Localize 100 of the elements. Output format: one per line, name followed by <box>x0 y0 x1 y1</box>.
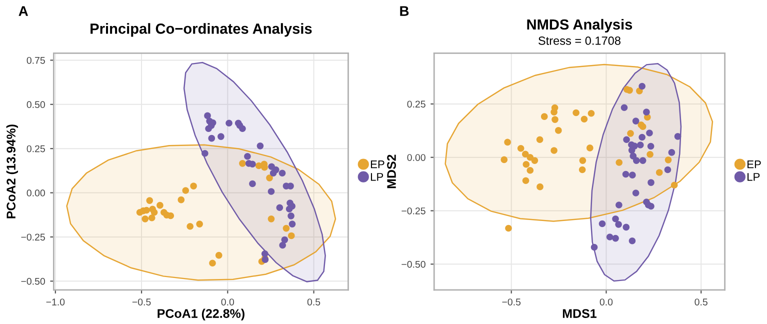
point <box>674 133 682 140</box>
y-tick-label: 0.00 <box>26 190 45 196</box>
point <box>500 156 508 164</box>
point <box>638 82 646 90</box>
point <box>504 138 511 146</box>
point <box>612 234 619 242</box>
x-tick-label: −0.5 <box>132 298 151 306</box>
point <box>636 142 644 148</box>
x-tick-label: −1.0 <box>46 298 65 306</box>
point <box>522 177 530 184</box>
point <box>580 116 588 123</box>
point <box>268 216 275 222</box>
point <box>628 146 636 154</box>
point <box>648 179 654 186</box>
point <box>590 244 598 251</box>
point <box>598 220 606 228</box>
point <box>146 197 154 204</box>
point <box>632 157 640 164</box>
point <box>555 127 562 134</box>
text: A <box>18 6 28 16</box>
point <box>668 149 676 156</box>
point <box>279 242 286 249</box>
point <box>531 157 538 164</box>
point <box>540 113 548 120</box>
point <box>282 224 290 232</box>
point <box>588 110 595 117</box>
point <box>552 116 558 123</box>
point <box>664 166 672 174</box>
point <box>622 170 630 178</box>
point <box>249 160 256 168</box>
point <box>632 190 640 196</box>
point <box>656 169 663 176</box>
point <box>646 130 653 136</box>
point <box>646 150 654 158</box>
point <box>266 174 273 182</box>
x-tick-label: 0.0 <box>600 298 613 306</box>
point <box>202 150 208 157</box>
point <box>586 144 594 152</box>
x-tick-label: −0.5 <box>502 298 521 306</box>
y-tick-label: −0.25 <box>402 207 426 214</box>
point <box>522 150 529 158</box>
point <box>517 144 524 152</box>
point <box>204 112 211 120</box>
point <box>638 134 646 141</box>
y-tick-label: 0.50 <box>26 101 45 108</box>
point <box>572 109 580 116</box>
point <box>268 188 275 195</box>
point <box>150 208 158 216</box>
y-tick-label: −0.50 <box>21 278 45 285</box>
point <box>526 166 534 174</box>
point <box>182 187 190 194</box>
point <box>186 222 194 230</box>
x-tick-label: 0.5 <box>307 298 320 306</box>
point <box>629 172 636 178</box>
point <box>286 206 293 212</box>
x-tick-label: 0.0 <box>221 298 234 306</box>
point <box>616 159 623 166</box>
point <box>218 133 224 140</box>
point <box>536 136 544 144</box>
point <box>550 147 558 154</box>
point <box>550 108 558 116</box>
y-axis-title: MDS2 <box>387 154 396 188</box>
point <box>287 182 294 190</box>
point <box>616 202 622 208</box>
x-axis-title: PCoA1 (22.8%) <box>158 308 244 320</box>
point <box>620 104 628 111</box>
y-tick-label: −0.50 <box>402 260 426 268</box>
point <box>288 232 295 240</box>
legend-label: LP <box>748 173 760 181</box>
point <box>627 130 634 137</box>
x-axis-title: MDS1 <box>562 309 596 318</box>
point <box>606 234 614 240</box>
y-axis-title: PCoA2 (13.94%) <box>6 124 18 218</box>
point <box>270 170 277 177</box>
point <box>215 252 222 259</box>
point <box>643 108 650 116</box>
chart-title: NMDS Analysis <box>527 18 632 33</box>
chart-subtitle: Stress = 0.1708 <box>538 36 620 45</box>
point <box>208 134 216 142</box>
point <box>226 120 232 127</box>
point <box>178 196 185 204</box>
legend-label: EP <box>748 160 761 168</box>
point <box>628 237 636 244</box>
point <box>615 221 622 228</box>
point <box>167 212 174 220</box>
point <box>278 170 286 177</box>
point <box>579 157 586 164</box>
point <box>288 220 296 228</box>
point <box>632 118 640 124</box>
point <box>239 160 246 167</box>
point <box>244 152 251 160</box>
point <box>578 166 586 174</box>
point <box>536 183 544 190</box>
text: B <box>400 6 409 16</box>
point <box>249 180 256 188</box>
point <box>196 220 203 228</box>
x-tick-label: 0.5 <box>694 298 708 306</box>
point <box>622 224 630 231</box>
point <box>626 86 633 94</box>
point <box>142 216 149 222</box>
